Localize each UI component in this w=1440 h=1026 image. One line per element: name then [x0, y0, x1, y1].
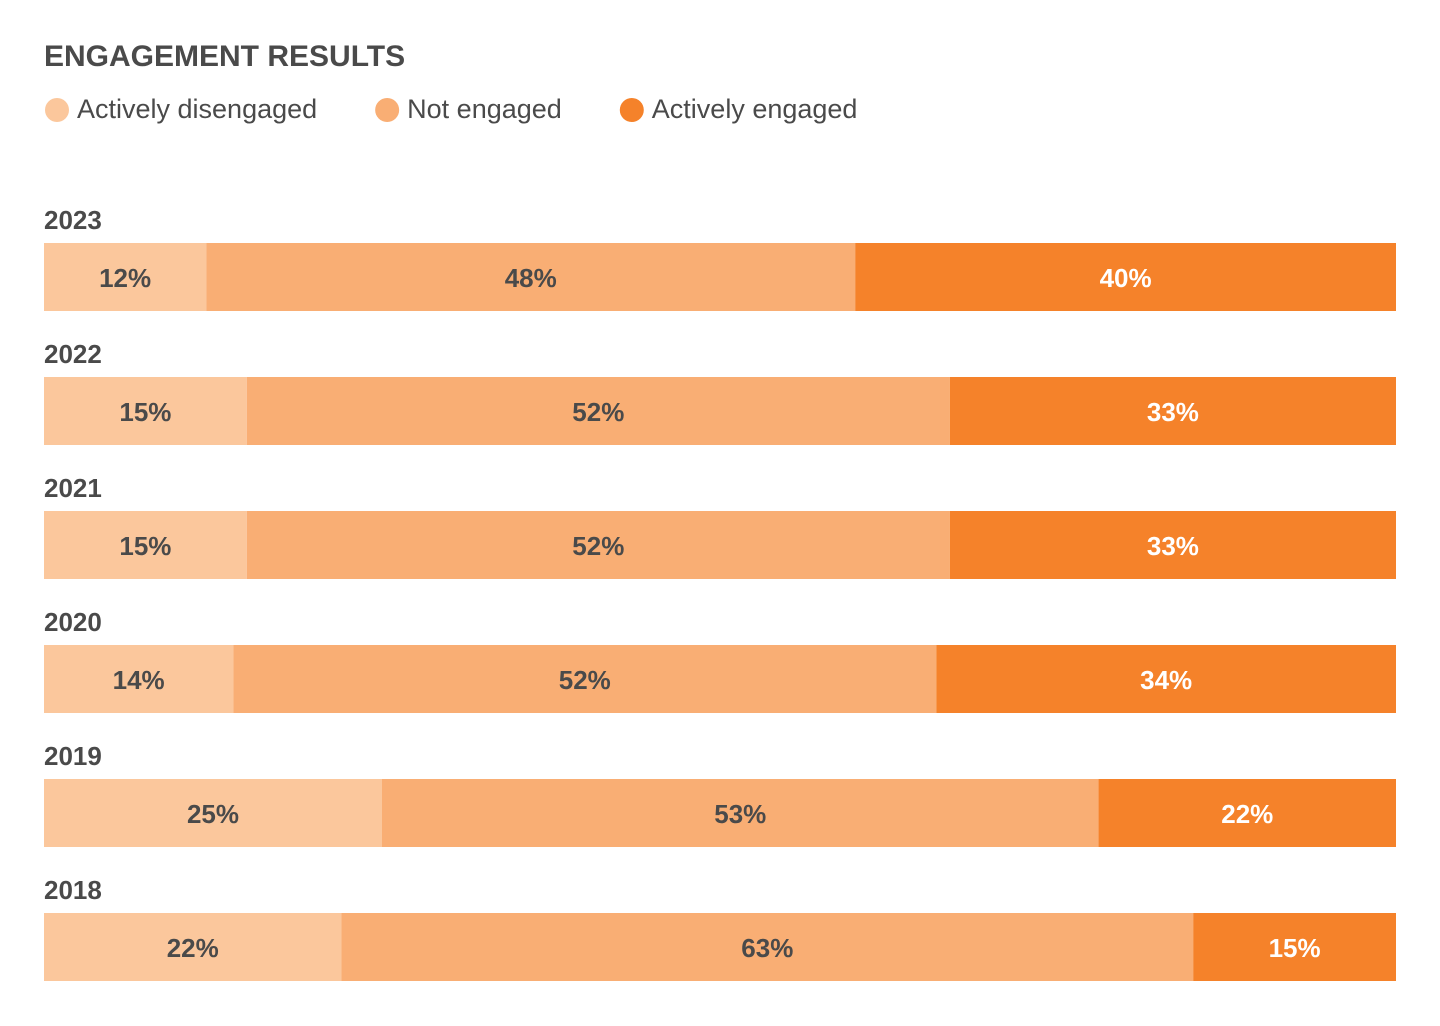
value-label: 15% [119, 531, 171, 561]
legend-label: Actively engaged [652, 94, 858, 124]
bar-segment [246, 377, 950, 445]
bar-segment [949, 511, 1396, 579]
legend-swatch [375, 98, 400, 122]
category-label: 2022 [44, 339, 102, 369]
bar-segment [233, 645, 937, 713]
chart-title: ENGAGEMENT RESULTS [44, 40, 405, 73]
bar-segment [44, 511, 247, 579]
value-label: 12% [99, 263, 151, 293]
value-label: 48% [505, 263, 557, 293]
value-label: 34% [1140, 665, 1192, 695]
value-label: 22% [1221, 799, 1273, 829]
bar-segment [936, 645, 1396, 713]
bar-segment [949, 377, 1396, 445]
bar-segment [855, 243, 1396, 311]
category-label: 2020 [44, 607, 102, 637]
bar-segment [382, 779, 1099, 847]
bar-segment [44, 645, 234, 713]
value-label: 33% [1147, 397, 1199, 427]
legend-swatch [45, 98, 69, 122]
value-label: 15% [1269, 933, 1321, 963]
value-label: 15% [119, 397, 171, 427]
value-label: 52% [559, 665, 611, 695]
bar-segment [44, 913, 342, 981]
value-label: 40% [1100, 263, 1152, 293]
value-label: 63% [741, 933, 793, 963]
value-label: 33% [1147, 531, 1199, 561]
legend-swatch [619, 98, 644, 122]
value-label: 53% [714, 799, 766, 829]
category-label: 2019 [44, 741, 102, 771]
category-label: 2021 [44, 473, 102, 503]
bar-segment [44, 779, 382, 847]
category-label: 2023 [44, 205, 102, 235]
bar-segment [1098, 779, 1396, 847]
value-label: 14% [113, 665, 165, 695]
bar-segment [1193, 913, 1396, 981]
category-label: 2018 [44, 875, 102, 905]
value-label: 25% [187, 799, 239, 829]
legend-label: Actively disengaged [77, 94, 317, 124]
bar-segment [246, 511, 950, 579]
value-label: 52% [572, 531, 624, 561]
value-label: 52% [572, 397, 624, 427]
bar-segment [44, 243, 207, 311]
bar-segment [341, 913, 1194, 981]
value-label: 22% [167, 933, 219, 963]
bar-segment [44, 377, 247, 445]
legend-label: Not engaged [407, 94, 562, 124]
bar-segment [206, 243, 856, 311]
